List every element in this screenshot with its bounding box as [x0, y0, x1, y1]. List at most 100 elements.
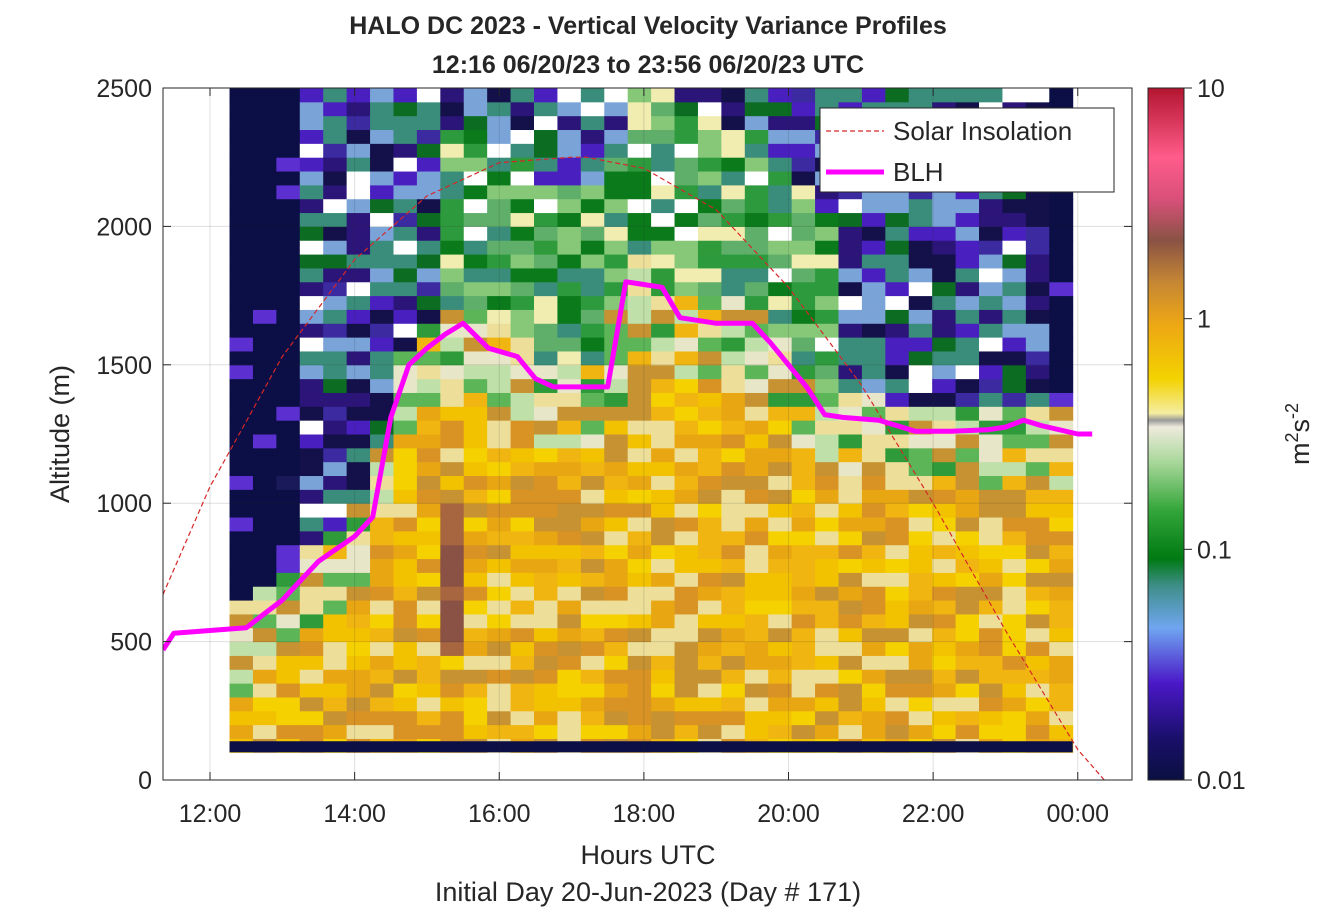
heatmap-cell [815, 655, 839, 670]
heatmap-cell [346, 613, 371, 629]
heatmap-cell [861, 655, 886, 670]
heatmap-cell [557, 683, 582, 698]
heatmap-cell [791, 198, 816, 214]
heatmap-cell [580, 406, 605, 421]
heatmap-cell [674, 281, 699, 297]
heatmap-cell [604, 655, 629, 670]
heatmap-cell [979, 88, 1003, 103]
heatmap-cell [604, 696, 629, 712]
heatmap-cell [627, 184, 652, 200]
heatmap-cell [721, 212, 746, 227]
heatmap-cell [557, 171, 582, 186]
heatmap-cell [838, 627, 863, 643]
heatmap-cell [463, 530, 488, 546]
heatmap-cell [229, 406, 254, 421]
heatmap-cell [861, 724, 886, 739]
heatmap-cell [815, 323, 839, 338]
heatmap-cell [1049, 88, 1074, 103]
heatmap-cell [252, 171, 277, 186]
heatmap-cell [744, 392, 769, 407]
heatmap-cell [627, 696, 652, 712]
heatmap-cell [627, 572, 652, 587]
heatmap-cell [932, 434, 957, 449]
heatmap-cell [697, 517, 722, 532]
heatmap-cell [791, 572, 816, 587]
heatmap-cell [276, 281, 301, 297]
heatmap-cell [416, 406, 441, 421]
heatmap-cell [1002, 613, 1027, 629]
heatmap-cell [534, 683, 558, 698]
heatmap-cell [627, 447, 652, 463]
heatmap-cell [557, 143, 582, 158]
heatmap-cell [463, 517, 488, 532]
heatmap-cell [440, 364, 465, 380]
heatmap-cell [229, 724, 254, 739]
heatmap-cell [323, 572, 348, 587]
heatmap-cell [346, 212, 371, 227]
heatmap-cell [955, 655, 980, 670]
heatmap-cell [393, 198, 418, 214]
heatmap-cell [510, 101, 535, 117]
heatmap-cell [838, 724, 863, 739]
heatmap-cell [276, 600, 301, 615]
heatmap-cell [697, 323, 722, 338]
heatmap-cell [885, 267, 910, 283]
heatmap-cell [416, 434, 441, 449]
heatmap-cell [323, 600, 348, 615]
heatmap-cell [534, 101, 558, 117]
heatmap-cell [1025, 627, 1050, 643]
heatmap-cell [299, 641, 324, 656]
heatmap-cell [674, 198, 699, 214]
heatmap-cell [627, 655, 652, 670]
heatmap-cell [440, 434, 465, 449]
heatmap-cell [1049, 323, 1074, 338]
heatmap-cell [510, 613, 535, 629]
heatmap-cell [627, 378, 652, 393]
heatmap-cell [346, 240, 371, 255]
heatmap-cell [815, 378, 839, 393]
heatmap-cell [791, 724, 816, 739]
heatmap-cell [229, 171, 254, 186]
heatmap-cell [323, 198, 348, 214]
heatmap-cell [791, 254, 816, 269]
heatmap-cell [651, 378, 676, 393]
heatmap-cell [252, 683, 277, 698]
heatmap-cell [627, 641, 652, 656]
heatmap-cell [744, 586, 769, 601]
heatmap-cell [510, 281, 535, 297]
heatmap-cell [721, 309, 746, 324]
heatmap-cell [1025, 364, 1050, 380]
heatmap-cell [370, 378, 394, 393]
heatmap-cell [346, 447, 371, 463]
heatmap-cell [252, 434, 277, 449]
heatmap-cell [323, 267, 348, 283]
heatmap-layer [229, 88, 1074, 753]
heatmap-cell [510, 198, 535, 214]
heatmap-cell [651, 710, 676, 726]
heatmap-cell [697, 337, 722, 352]
heatmap-cell [979, 683, 1003, 698]
heatmap-cell [744, 572, 769, 587]
heatmap-cell [768, 447, 793, 463]
heatmap-cell [721, 517, 746, 532]
heatmap-cell [370, 129, 394, 144]
heatmap-cell [534, 295, 558, 310]
heatmap-cell [557, 613, 582, 629]
heatmap-cell [1049, 641, 1074, 656]
heatmap-cell [674, 669, 699, 684]
heatmap-cell [229, 254, 254, 269]
heatmap-cell [955, 434, 980, 449]
heatmap-cell [510, 240, 535, 255]
heatmap-cell [932, 267, 957, 283]
heatmap-cell [276, 157, 301, 172]
heatmap-cell [370, 613, 394, 629]
heatmap-cell [815, 503, 839, 518]
heatmap-cell [815, 350, 839, 366]
heatmap-cell [1025, 406, 1050, 421]
heatmap-cell [674, 447, 699, 463]
heatmap-cell [487, 683, 512, 698]
heatmap-cell [276, 475, 301, 490]
heatmap-cell [487, 157, 512, 172]
heatmap-cell [510, 655, 535, 670]
